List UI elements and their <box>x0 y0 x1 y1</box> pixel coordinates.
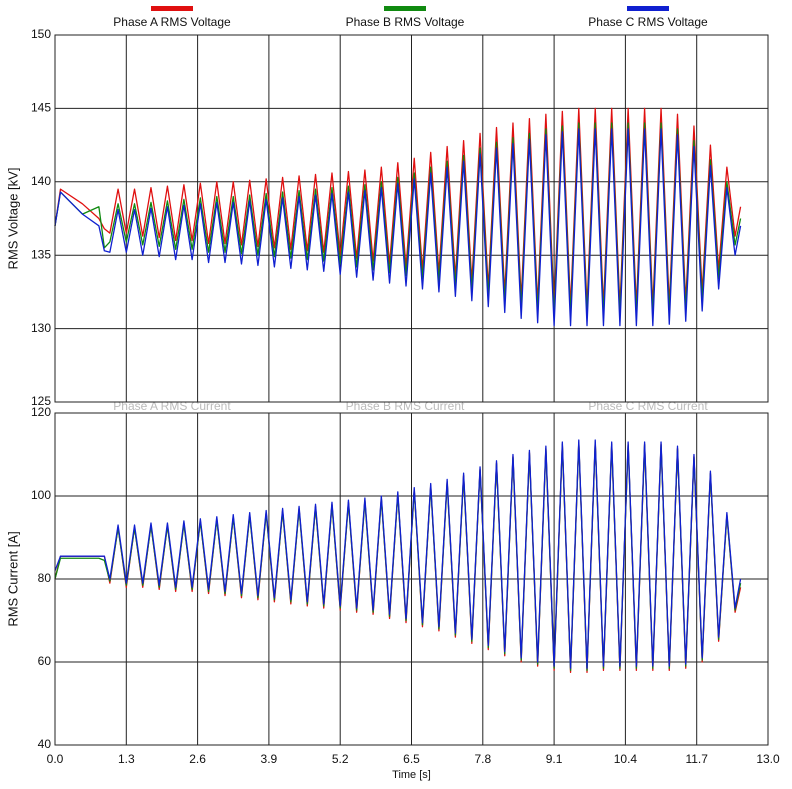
y-tick-label: 80 <box>38 571 52 585</box>
x-tick-label: 9.1 <box>546 752 563 766</box>
y-tick-label: 135 <box>31 247 51 261</box>
x-tick-label: 13.0 <box>756 752 780 766</box>
series-line <box>54 439 742 669</box>
y-tick-label: 140 <box>31 174 51 188</box>
x-tick-label: 11.7 <box>685 752 708 766</box>
x-axis-label: Time [s] <box>392 769 431 781</box>
x-tick-label: 3.9 <box>261 752 278 766</box>
y-tick-label: 40 <box>38 737 52 751</box>
legend-label: Phase B RMS Voltage <box>346 15 465 29</box>
y-tick-label: 60 <box>38 654 52 668</box>
y-tick-label: 150 <box>31 27 51 41</box>
x-tick-label: 6.5 <box>403 752 420 766</box>
series-line <box>54 128 742 327</box>
x-tick-label: 1.3 <box>118 752 135 766</box>
y-tick-label: 100 <box>31 488 51 502</box>
x-tick-label: 5.2 <box>332 752 349 766</box>
plot-border <box>54 412 769 746</box>
plot-border <box>54 34 769 403</box>
legend-label: Phase C RMS Current <box>588 399 708 413</box>
x-tick-label: 2.6 <box>189 752 206 766</box>
y-axis-label: RMS Voltage [kV] <box>5 168 20 270</box>
x-tick-label: 0.0 <box>47 752 64 766</box>
y-tick-label: 145 <box>31 101 51 115</box>
legend-label: Phase A RMS Current <box>113 399 231 413</box>
legend-swatch <box>384 6 426 11</box>
y-tick-label: 130 <box>31 321 51 335</box>
legend-label: Phase B RMS Current <box>346 399 465 413</box>
legend-swatch <box>151 6 193 11</box>
y-tick-label: 125 <box>31 394 51 408</box>
legend-label: Phase C RMS Voltage <box>588 15 708 29</box>
x-tick-label: 10.4 <box>614 752 638 766</box>
y-axis-label: RMS Current [A] <box>5 531 20 626</box>
legend-swatch <box>627 6 669 11</box>
x-tick-label: 7.8 <box>474 752 491 766</box>
legend-label: Phase A RMS Voltage <box>113 15 231 29</box>
y-tick-label: 120 <box>31 405 51 419</box>
